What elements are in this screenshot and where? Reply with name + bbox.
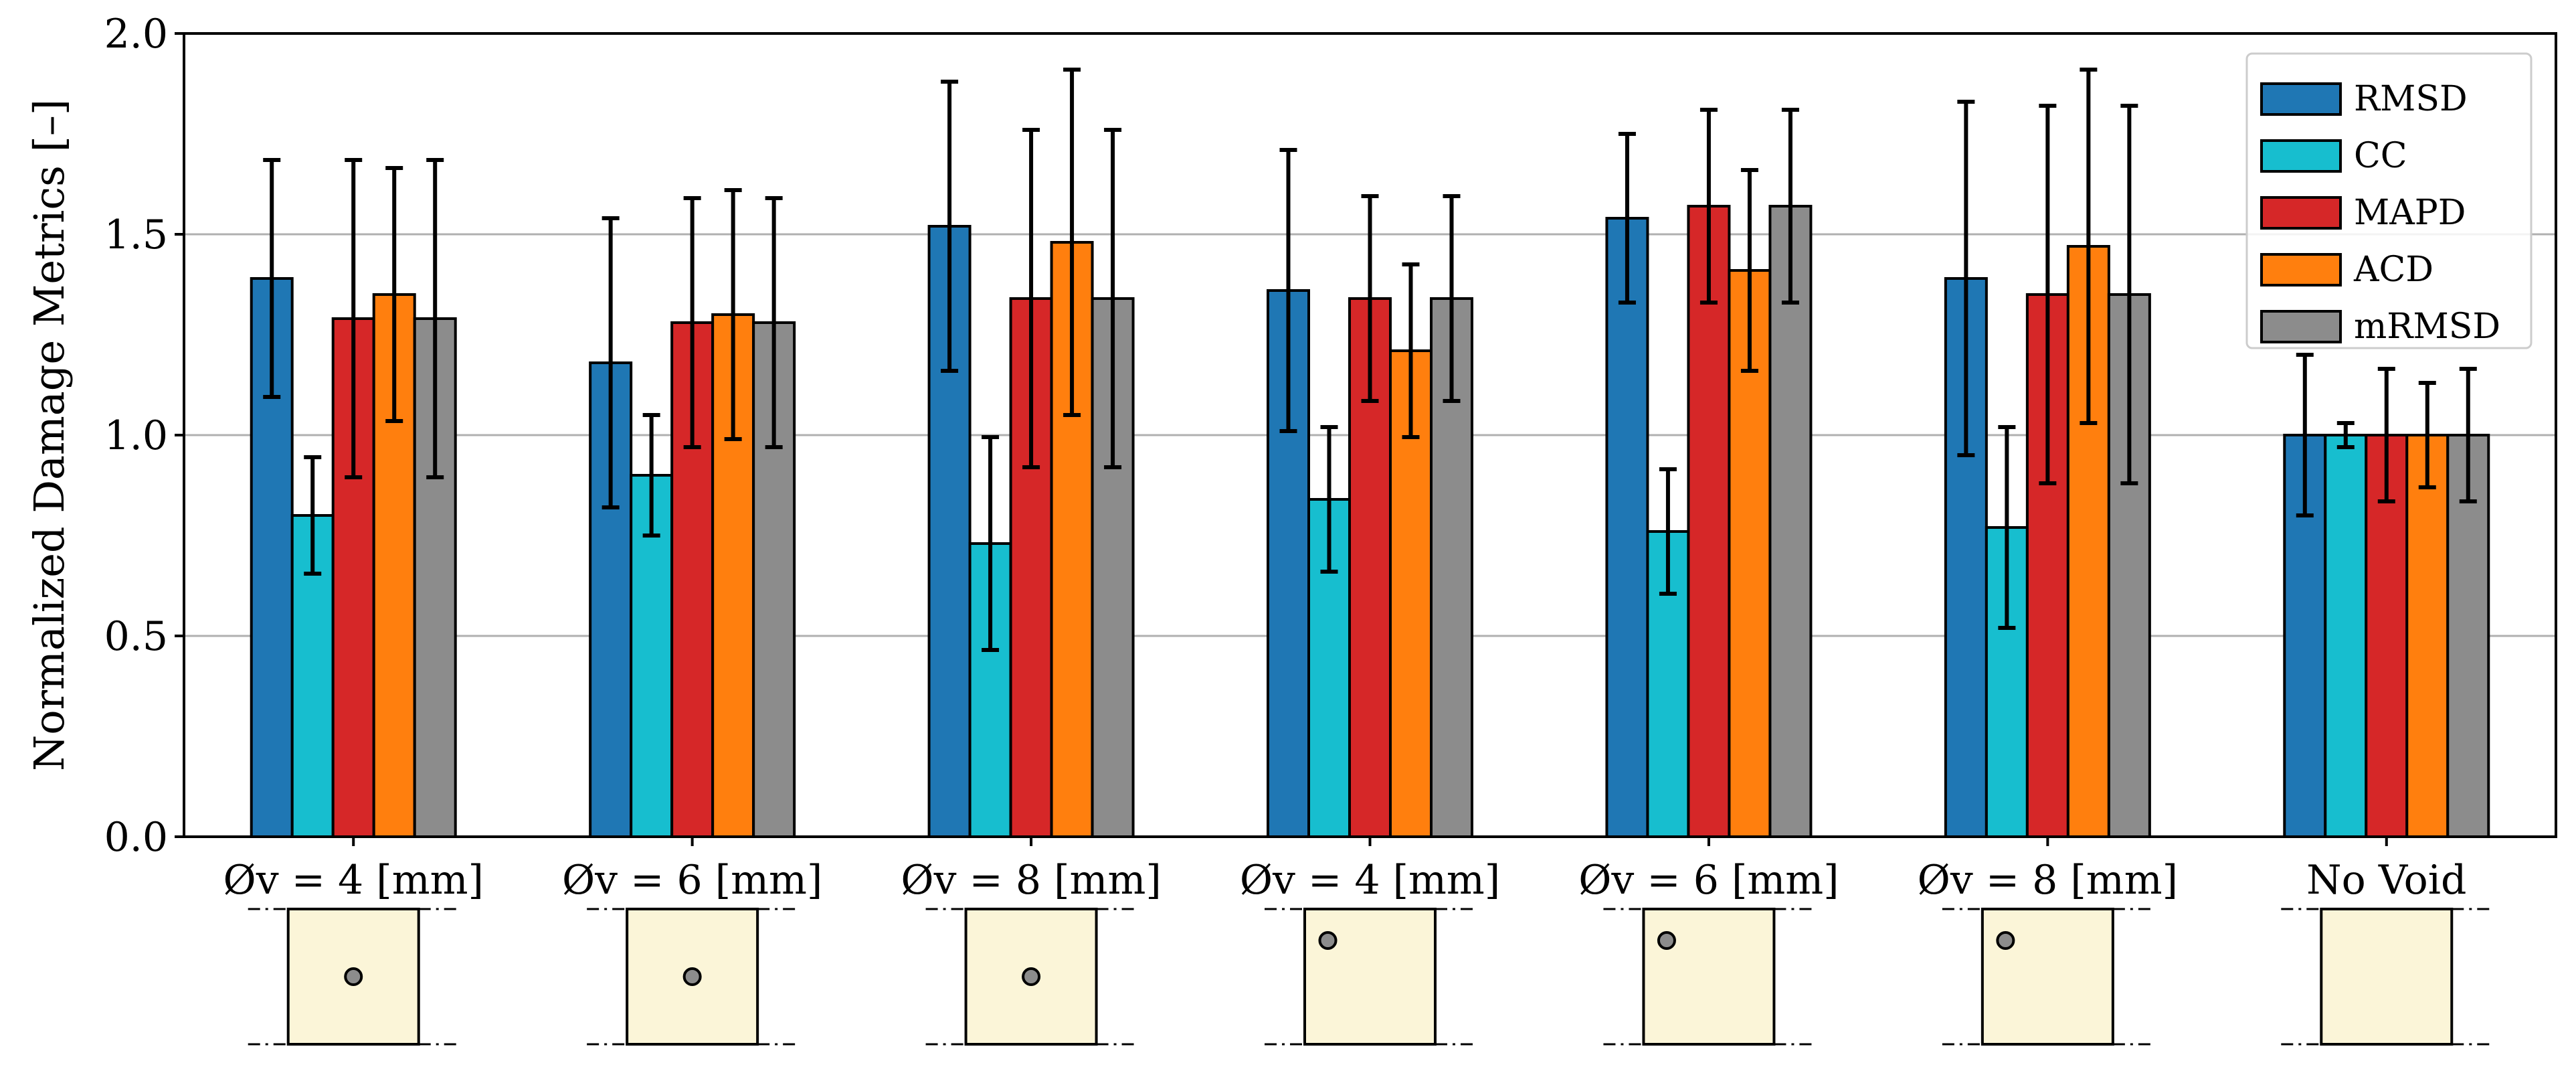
x-tick-label: No Void (2306, 857, 2466, 904)
void-schematic (1603, 908, 1815, 1046)
error-bar (1443, 194, 1461, 403)
error-bar (1104, 128, 1122, 469)
error-bar (1659, 467, 1677, 596)
void-schematic (2281, 908, 2492, 1046)
legend-swatch (2260, 139, 2342, 173)
bar-rmsd (1605, 217, 1649, 838)
error-bar (765, 196, 783, 449)
legend-item: CC (2260, 136, 2407, 176)
void-schematic (248, 908, 459, 1046)
void-circle (344, 967, 363, 986)
x-tick-label: Øv = 6 [mm] (1578, 857, 1839, 904)
error-bar (982, 435, 1000, 652)
x-tick-label: Øv = 6 [mm] (562, 857, 822, 904)
y-tick-label: 0.5 (104, 613, 168, 660)
bar-group (1267, 148, 1473, 838)
bar-group (589, 188, 796, 838)
error-bar (1781, 108, 1799, 305)
specimen-square (2320, 908, 2454, 1046)
specimen-square (1981, 908, 2114, 1046)
error-bar (1279, 148, 1297, 433)
bar-group (1605, 108, 1813, 838)
y-tick-label: 0.0 (104, 814, 168, 861)
legend-label: mRMSD (2354, 307, 2500, 347)
error-bar (941, 80, 959, 373)
specimen-square (964, 908, 1098, 1046)
x-tick-label: Øv = 4 [mm] (1240, 857, 1500, 904)
error-bar (2459, 367, 2477, 503)
y-tick-label: 2.0 (104, 11, 168, 58)
y-axis-label: Normalized Damage Metrics [–] (25, 99, 74, 771)
error-bar (2120, 104, 2138, 485)
legend-swatch (2260, 310, 2342, 343)
error-bar (1699, 108, 1718, 305)
x-tick-label: Øv = 8 [mm] (1918, 857, 2178, 904)
error-bar (2336, 421, 2355, 449)
error-bar (1022, 128, 1040, 469)
legend-item: ACD (2260, 250, 2433, 290)
legend-swatch (2260, 196, 2342, 230)
legend-label: ACD (2353, 250, 2433, 290)
legend-swatch (2260, 253, 2342, 286)
error-bar (1320, 425, 1338, 574)
error-bar (1402, 262, 1420, 439)
x-tick-label: Øv = 8 [mm] (901, 857, 1161, 904)
y-axis: 0.0 0.5 1.0 1.5 2.0 (104, 11, 184, 861)
error-bar (304, 455, 322, 576)
error-bar (602, 216, 620, 509)
legend: RMSD CC MAPD ACD mRMSD (2245, 52, 2533, 349)
void-circle (1657, 931, 1676, 950)
bar-mapd (1687, 205, 1731, 838)
error-bar (2080, 68, 2098, 425)
specimen-square (1303, 908, 1437, 1046)
legend-item: RMSD (2260, 79, 2468, 119)
bar-group (2283, 353, 2490, 838)
void-schematic (925, 908, 1137, 1046)
void-circle (1318, 931, 1338, 950)
bar-cc (2324, 434, 2368, 838)
bar-group (1944, 68, 2151, 838)
void-circle (1996, 931, 2015, 950)
void-schematic (1942, 908, 2153, 1046)
bar-acd (2405, 434, 2450, 838)
error-bar (2377, 367, 2395, 503)
error-bar (2296, 353, 2314, 517)
void-circle (682, 967, 702, 986)
void-schematics (248, 908, 2492, 1046)
legend-item: mRMSD (2260, 307, 2500, 347)
void-schematic (587, 908, 798, 1046)
x-tick-label: Øv = 4 [mm] (223, 857, 484, 904)
error-bar (1957, 100, 1975, 457)
error-bar (263, 158, 281, 399)
error-bar (385, 166, 403, 423)
error-bar (1361, 194, 1379, 403)
void-circle (1022, 967, 1041, 986)
error-bar (2418, 381, 2436, 489)
legend-label: MAPD (2354, 193, 2466, 233)
legend-label: CC (2354, 136, 2407, 176)
error-bar (2039, 104, 2057, 485)
bar-groups (250, 68, 2490, 838)
error-bar (683, 196, 701, 449)
error-bar (724, 188, 742, 441)
bar-group (250, 158, 457, 838)
x-axis: Øv = 4 [mm] Øv = 6 [mm] Øv = 8 [mm] Øv = 4 … (223, 837, 2466, 904)
legend-label: RMSD (2354, 79, 2468, 119)
y-tick-label: 1.0 (104, 412, 168, 459)
error-bar (1618, 132, 1636, 305)
error-bar (1063, 68, 1081, 417)
error-bar (426, 158, 444, 479)
error-bar (1998, 425, 2016, 630)
bar-group (927, 68, 1135, 838)
legend-swatch (2260, 82, 2342, 116)
bar-mrmsd (1768, 205, 1813, 838)
error-bar (1740, 168, 1758, 373)
y-tick-label: 1.5 (104, 212, 168, 258)
error-bar (345, 158, 363, 479)
error-bar (642, 413, 660, 538)
void-schematic (1265, 908, 1475, 1046)
legend-item: MAPD (2260, 193, 2466, 233)
specimen-square (1642, 908, 1776, 1046)
